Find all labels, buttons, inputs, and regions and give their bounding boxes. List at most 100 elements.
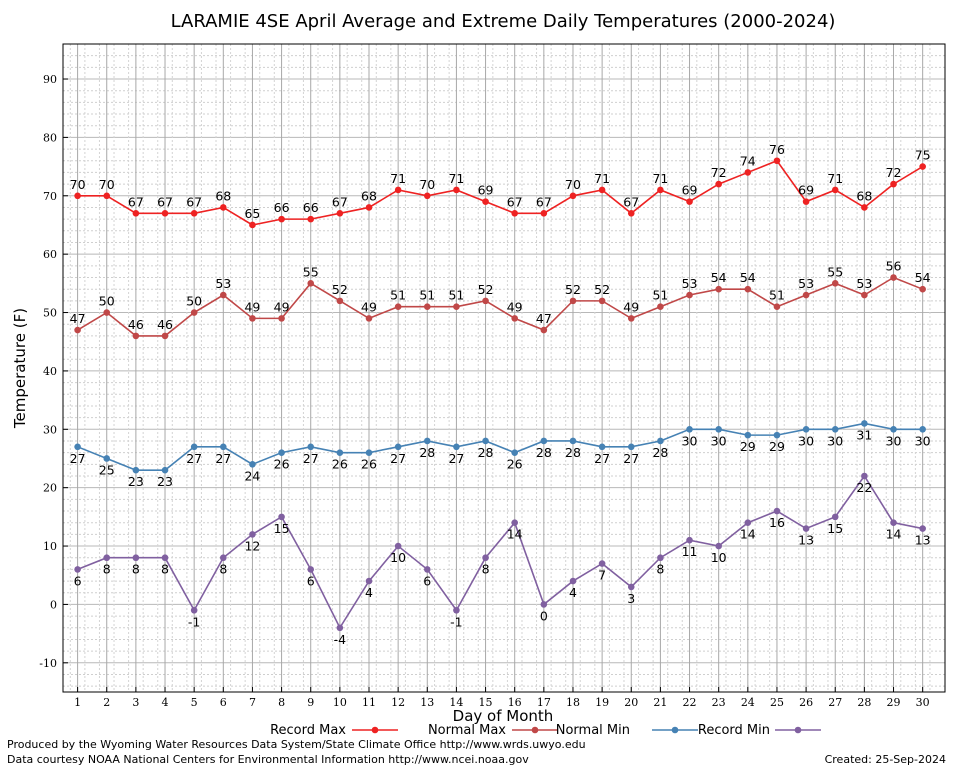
record-min-data-label: 14 [507,527,523,542]
x-tick-label: 2 [103,696,110,709]
normal-min-point [540,437,548,445]
normal-min-point [627,443,635,451]
record-min-point [744,519,752,527]
record-max-point [890,180,897,188]
record-max-data-label: 71 [594,171,610,186]
normal-min-data-label: 24 [244,468,260,483]
x-tick-label: 7 [249,696,256,709]
record-min-point [74,566,81,573]
legend-item-normal-max: Normal Max [428,723,558,738]
record-max-data-label: 67 [536,194,552,209]
record-min-point [365,577,373,585]
footer-created: Created: 25-Sep-2024 [825,753,946,766]
record-min-point [307,566,315,573]
normal-max-data-label: 53 [215,276,231,291]
normal-min-point [831,425,839,433]
record-min-data-label: 11 [682,544,698,559]
normal-min-point [394,443,402,451]
normal-max-data-label: 49 [244,299,260,314]
record-min-point [278,513,285,521]
record-min-data-label: 4 [365,585,373,600]
record-min-point [249,531,256,538]
record-min-line [77,474,923,630]
legend-label: Normal Min [556,723,630,738]
y-tick-label: 70 [43,190,57,203]
normal-min-point [161,466,169,474]
normal-min-data-label: 27 [448,451,464,466]
record-min-point [773,507,781,515]
x-tick-label: 17 [537,696,551,709]
record-min-data-label: 14 [886,527,902,542]
legend-item-normal-min: Normal Min [556,723,698,738]
record-max-data-label: 70 [99,177,115,192]
normal-min-data-label: 30 [827,433,843,448]
record-min-point [890,519,897,527]
record-min-data-label: -4 [334,632,347,647]
record-max-point [744,169,752,176]
normal-max-data-label: 53 [798,276,814,291]
normal-min-data-label: 27 [623,451,639,466]
normal-max-data-label: 53 [682,276,698,291]
record-max-data-label: 69 [682,183,698,198]
record-max-point [773,157,781,165]
normal-max-data-label: 47 [536,311,552,326]
record-min-data-label: 8 [103,562,111,577]
record-min-data-label: 12 [244,538,260,553]
normal-max-point [919,285,926,293]
record-min-point [686,536,693,544]
record-max-point [161,209,169,217]
x-tick-label: 20 [624,696,638,709]
record-min-data-label: 13 [798,533,814,548]
normal-min-line [77,422,923,471]
record-min-point [540,601,548,608]
footer-courtesy: Data courtesy NOAA National Centers for … [7,753,529,766]
record-max-data-label: 72 [711,165,727,180]
normal-max-point [103,309,111,316]
normal-min-data-label: 27 [303,451,319,466]
x-tick-label: 19 [595,696,609,709]
normal-max-data-label: 49 [361,299,377,314]
normal-max-point [831,280,839,287]
record-max-point [540,209,548,217]
normal-max-data-label: 54 [915,270,931,285]
record-min-point [657,554,664,562]
normal-max-data-label: 50 [186,294,202,309]
record-min-point [598,560,606,567]
normal-min-point [890,425,897,433]
x-tick-label: 14 [449,696,463,709]
record-max-point [598,186,606,194]
normal-max-point [423,303,431,311]
record-max-point [336,209,344,217]
series-normal-min: 27 25 23 23 27 27 24 26 27 26 26 27 28 27 28 26 28 28 27 27… [70,420,931,489]
normal-max-point [278,315,285,322]
record-max-data-label: 74 [740,153,756,168]
y-tick-label: 30 [43,423,57,436]
normal-max-data-label: 49 [623,299,639,314]
normal-max-data-label: 47 [70,311,86,326]
record-min-point [627,583,635,591]
normal-max-data-label: 46 [157,317,173,332]
record-max-data-label: 70 [70,177,86,192]
y-tick-label: -10 [39,657,57,670]
x-tick-label: 21 [653,696,667,709]
x-tick-label: 10 [333,696,347,709]
record-max-point [715,180,722,188]
x-tick-label: 26 [799,696,813,709]
normal-min-data-label: 30 [711,433,727,448]
record-max-data-label: 70 [565,177,581,192]
normal-max-point [744,285,752,293]
y-tick-label: 10 [43,540,57,553]
normal-max-data-label: 51 [390,288,406,303]
record-max-data-label: 71 [827,171,843,186]
record-min-data-label: 10 [711,550,727,565]
record-max-data-label: 67 [332,194,348,209]
record-min-data-label: 8 [161,562,169,577]
record-min-point [190,606,198,614]
record-max-point [919,163,926,170]
normal-min-point [744,431,752,439]
record-min-point [132,554,140,562]
y-tick-label: 40 [43,365,57,378]
grid [63,43,945,692]
